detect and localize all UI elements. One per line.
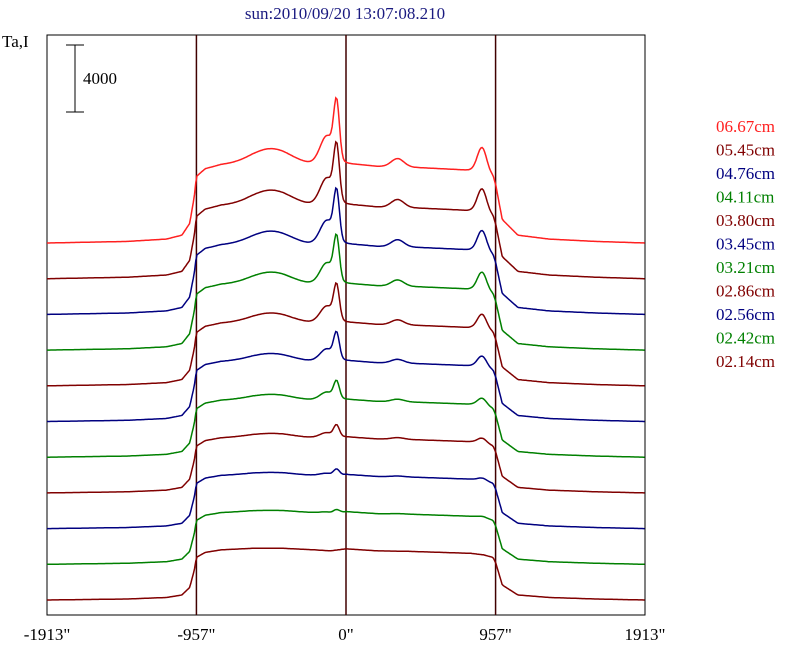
x-tick-label: 957" bbox=[479, 625, 511, 644]
legend-entry: 04.11cm bbox=[716, 188, 774, 207]
legend-entry: 05.45cm bbox=[716, 141, 775, 160]
legend-entry: 02.56cm bbox=[716, 305, 775, 324]
series-line-4 bbox=[47, 281, 645, 387]
y-axis-label: Ta,I bbox=[2, 32, 29, 51]
series-line-10 bbox=[47, 547, 645, 601]
legend-entry: 03.45cm bbox=[716, 235, 775, 254]
legend: 06.67cm 05.45cm 04.76cm 04.11cm 03.80cm 03.45… bbox=[716, 117, 775, 371]
x-tick-label: 1913" bbox=[625, 625, 666, 644]
series-line-6 bbox=[47, 379, 645, 458]
series-layer bbox=[47, 96, 645, 601]
legend-entry: 02.42cm bbox=[716, 329, 775, 348]
x-tick-label: -957" bbox=[177, 625, 215, 644]
x-tick-labels: -1913" -957" 0" 957" 1913" bbox=[24, 625, 666, 644]
series-line-0 bbox=[47, 96, 645, 244]
legend-entry: 03.21cm bbox=[716, 258, 775, 277]
legend-entry: 06.67cm bbox=[716, 117, 775, 136]
scale-bar-label: 4000 bbox=[83, 69, 117, 88]
series-line-1 bbox=[47, 140, 645, 280]
legend-entry: 04.76cm bbox=[716, 164, 775, 183]
vertical-reference-lines bbox=[195, 35, 497, 615]
x-tick-label: 0" bbox=[338, 625, 353, 644]
series-line-8 bbox=[47, 468, 645, 530]
series-line-5 bbox=[47, 330, 645, 423]
series-line-9 bbox=[47, 508, 645, 566]
legend-entry: 02.14cm bbox=[716, 352, 775, 371]
legend-entry: 02.86cm bbox=[716, 282, 775, 301]
series-line-7 bbox=[47, 423, 645, 494]
chart-title: sun:2010/09/20 13:07:08.210 bbox=[245, 4, 445, 23]
series-line-3 bbox=[47, 232, 645, 351]
legend-entry: 03.80cm bbox=[716, 211, 775, 230]
x-tick-label: -1913" bbox=[24, 625, 71, 644]
scale-bar: 4000 bbox=[66, 44, 117, 113]
series-line-2 bbox=[47, 186, 645, 316]
